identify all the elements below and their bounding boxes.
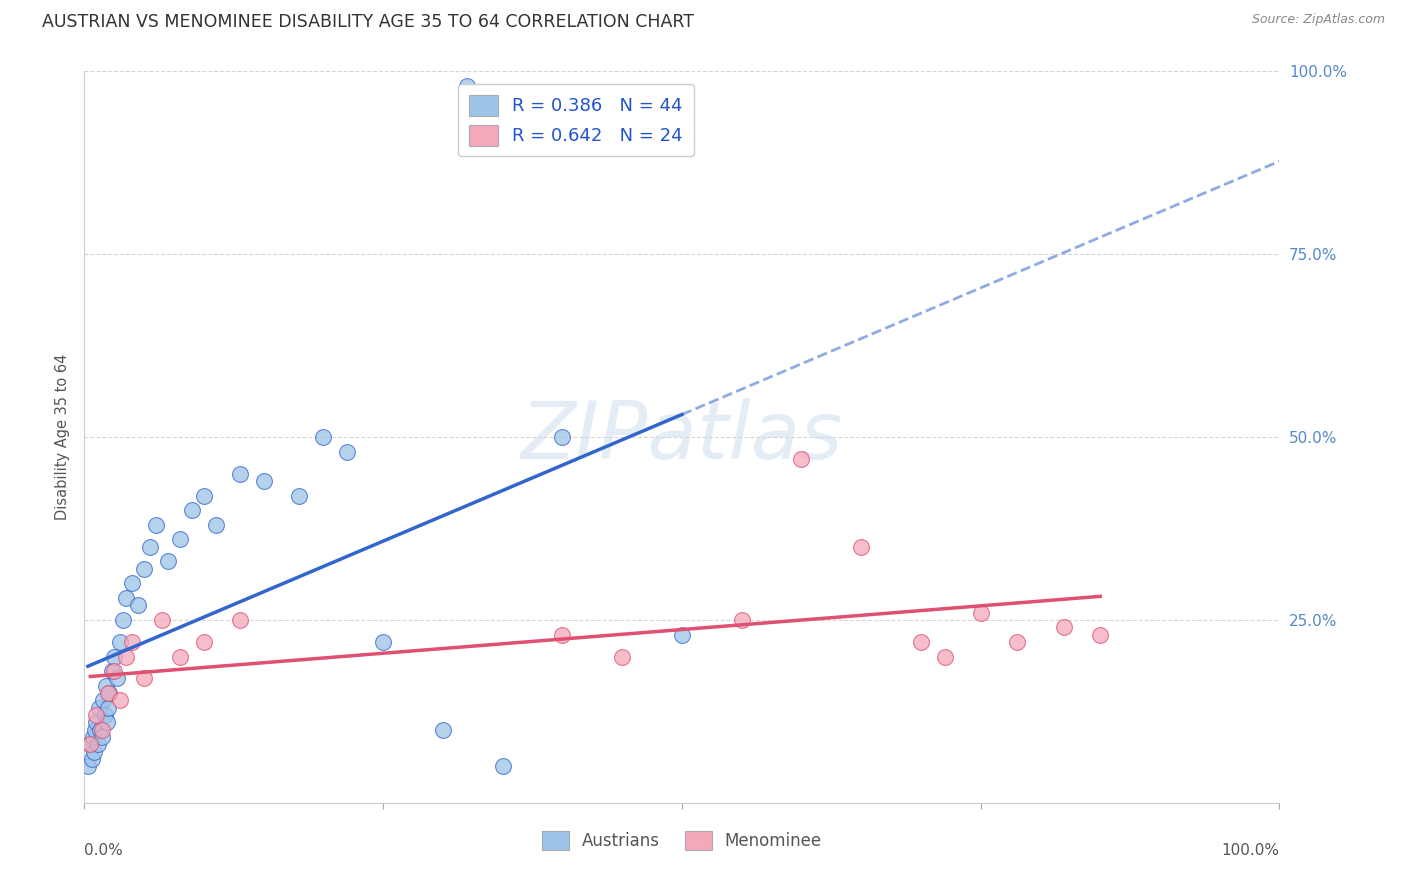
Point (110, 693, 132, 707)
Point (132, 562, 156, 576)
Point (121, 576, 143, 591)
Point (83, 745, 105, 759)
Point (91, 723, 114, 737)
Point (551, 627, 574, 641)
Point (612, 649, 634, 664)
Point (193, 635, 215, 649)
Point (111, 613, 134, 627)
Point (205, 517, 228, 532)
Text: Source: ZipAtlas.com: Source: ZipAtlas.com (1251, 13, 1385, 27)
Point (731, 613, 754, 627)
Point (89, 723, 111, 737)
Point (93, 708, 115, 723)
Point (934, 649, 956, 664)
Point (96, 715, 118, 730)
Point (373, 635, 395, 649)
Text: 100.0%: 100.0% (1222, 843, 1279, 858)
Point (492, 759, 515, 773)
Point (127, 599, 149, 613)
Point (91, 730, 114, 744)
Point (103, 664, 125, 678)
Point (93, 693, 115, 707)
Point (94, 679, 117, 693)
Point (79, 737, 101, 751)
Point (456, 78, 478, 93)
Legend: Austrians, Menominee: Austrians, Menominee (536, 824, 828, 856)
Point (910, 635, 932, 649)
Point (97, 700, 120, 714)
Point (790, 452, 813, 467)
Point (115, 649, 138, 664)
Point (103, 649, 125, 664)
Point (169, 533, 191, 547)
Point (336, 444, 359, 458)
Point (1005, 635, 1028, 649)
Point (80, 752, 103, 766)
Point (110, 635, 132, 649)
Y-axis label: Disability Age 35 to 64: Disability Age 35 to 64 (55, 354, 70, 520)
Point (121, 635, 143, 649)
Point (288, 489, 311, 503)
Point (84, 723, 107, 737)
Point (229, 613, 252, 627)
Point (169, 649, 191, 664)
Point (551, 430, 574, 444)
Point (229, 467, 252, 481)
Point (86, 708, 108, 723)
Text: 0.0%: 0.0% (84, 843, 124, 858)
Point (253, 474, 276, 488)
Point (145, 517, 167, 532)
Point (150, 613, 173, 627)
Point (86, 715, 108, 730)
Point (77, 759, 100, 773)
Point (193, 489, 215, 503)
Text: AUSTRIAN VS MENOMINEE DISABILITY AGE 35 TO 64 CORRELATION CHART: AUSTRIAN VS MENOMINEE DISABILITY AGE 35 … (42, 13, 695, 31)
Point (851, 540, 873, 554)
Point (115, 591, 138, 605)
Point (312, 430, 335, 444)
Point (132, 672, 156, 686)
Point (157, 554, 180, 568)
Point (139, 540, 162, 554)
Text: ZIPatlas: ZIPatlas (520, 398, 844, 476)
Point (79, 737, 101, 751)
Point (1053, 620, 1076, 634)
Point (671, 627, 693, 641)
Point (181, 503, 204, 517)
Point (101, 664, 124, 678)
Point (970, 606, 993, 620)
Point (82, 730, 104, 744)
Point (432, 723, 454, 737)
Point (98, 686, 121, 700)
Point (105, 672, 128, 686)
Point (87, 700, 110, 714)
Point (86, 737, 108, 751)
Point (1090, 627, 1112, 641)
Point (97, 686, 120, 700)
